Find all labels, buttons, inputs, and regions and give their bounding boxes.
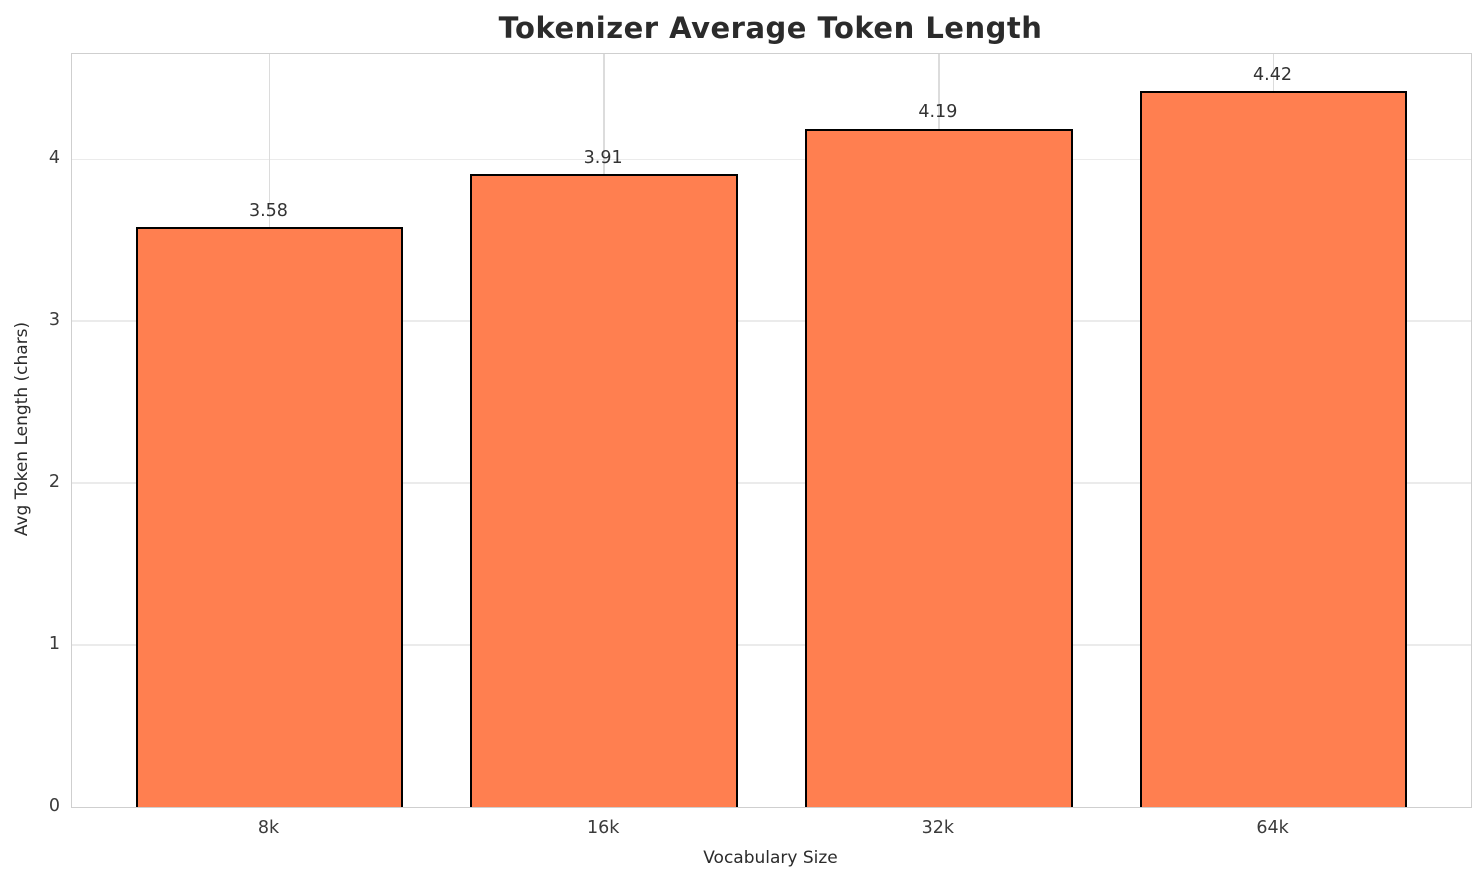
bar-16k [470, 173, 739, 807]
bar-value-label: 3.91 [583, 147, 623, 168]
horizontal-gridline [72, 320, 1471, 322]
x-tick-label: 8k [257, 818, 280, 838]
y-axis-label: Avg Token Length (chars) [12, 321, 32, 537]
y-tick-label: 3 [48, 310, 60, 331]
bar-value-label: 4.19 [918, 102, 958, 123]
x-tick-label: 16k [586, 818, 620, 838]
bar-8k [135, 227, 404, 807]
horizontal-gridline [72, 158, 1471, 161]
plot-area [71, 53, 1472, 808]
horizontal-gridline [72, 482, 1471, 484]
bar-value-label: 3.58 [248, 201, 288, 222]
chart-title: Tokenizer Average Token Length [498, 11, 1043, 45]
bar-value-label: 4.42 [1253, 65, 1293, 86]
y-tick-label: 1 [48, 634, 60, 655]
x-tick-label: 64k [1256, 818, 1289, 838]
x-axis-label: Vocabulary Size [703, 848, 838, 868]
bar-32k [804, 128, 1073, 807]
bar-64k [1139, 91, 1408, 807]
x-tick-label: 32k [921, 818, 955, 838]
y-tick-label: 2 [48, 472, 60, 493]
horizontal-gridline [72, 644, 1471, 646]
y-tick-label: 0 [48, 796, 60, 816]
y-tick-label: 4 [48, 148, 60, 169]
